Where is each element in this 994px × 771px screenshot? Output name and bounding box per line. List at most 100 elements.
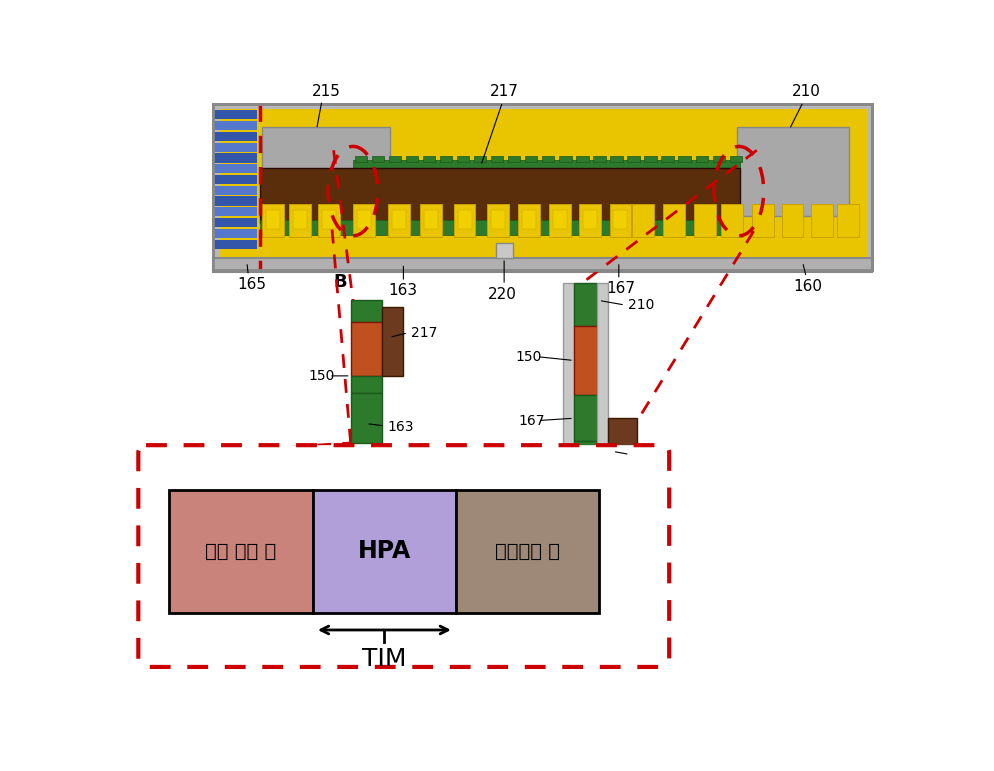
Text: 167: 167 (518, 413, 544, 428)
Bar (350, 301, 382, 322)
Bar (837, 204, 858, 237)
Bar (289, 204, 311, 237)
Bar (214, 164, 256, 173)
Bar (810, 204, 832, 237)
Bar (627, 156, 639, 162)
Bar (662, 204, 684, 237)
Bar (214, 153, 256, 163)
Bar (579, 204, 600, 237)
FancyBboxPatch shape (138, 445, 669, 667)
Bar (262, 127, 390, 216)
Bar (259, 168, 740, 224)
Text: 방열구조 면: 방열구조 면 (495, 542, 560, 561)
Text: B: B (333, 273, 346, 291)
Bar (574, 284, 596, 326)
Bar (693, 204, 715, 237)
Text: 160: 160 (792, 279, 822, 294)
Bar (266, 210, 280, 229)
Bar (576, 156, 588, 162)
Text: 210: 210 (791, 84, 820, 99)
Text: HPA: HPA (358, 540, 411, 564)
Text: 167: 167 (605, 281, 634, 296)
Bar (169, 490, 312, 613)
Bar (214, 218, 256, 227)
Text: 150: 150 (515, 349, 542, 364)
Bar (644, 156, 656, 162)
Text: 150: 150 (308, 369, 334, 383)
Bar (559, 156, 571, 162)
Bar (751, 204, 773, 237)
Bar (214, 121, 256, 130)
Text: 냉각 유체 면: 냉각 유체 면 (205, 542, 276, 561)
Bar (312, 490, 455, 613)
Bar (542, 156, 554, 162)
Bar (214, 175, 256, 184)
Bar (736, 127, 848, 216)
Text: TIM: TIM (362, 647, 407, 672)
Text: 215: 215 (311, 84, 340, 99)
Bar (406, 156, 417, 162)
Bar (353, 160, 740, 170)
Bar (781, 204, 802, 237)
Bar (712, 156, 725, 162)
Bar (596, 284, 607, 483)
Bar (214, 143, 256, 152)
Bar (609, 156, 622, 162)
Bar (487, 204, 508, 237)
Bar (592, 156, 605, 162)
Bar (262, 204, 283, 237)
Bar (508, 156, 520, 162)
Bar (522, 210, 536, 229)
Bar (318, 204, 340, 237)
Text: 210: 210 (627, 298, 654, 312)
Bar (490, 210, 504, 229)
Bar (214, 240, 256, 249)
Bar (695, 156, 708, 162)
Bar (473, 156, 486, 162)
Bar (457, 210, 471, 229)
Bar (322, 210, 336, 229)
Bar (214, 104, 872, 270)
Bar (729, 156, 742, 162)
Bar (490, 156, 503, 162)
Text: 217: 217 (411, 326, 437, 340)
Text: 217: 217 (489, 84, 518, 99)
Text: 165: 165 (238, 278, 266, 292)
Text: 163: 163 (388, 420, 414, 435)
Bar (382, 307, 403, 376)
Text: 220: 220 (631, 449, 658, 463)
Bar (496, 243, 513, 258)
Bar (420, 204, 441, 237)
Text: 220: 220 (488, 287, 517, 301)
Bar (423, 210, 437, 229)
Bar (214, 104, 872, 270)
Bar (631, 204, 653, 237)
Bar (582, 210, 596, 229)
Bar (661, 156, 673, 162)
Bar (678, 156, 690, 162)
Bar (721, 204, 743, 237)
Bar (371, 156, 384, 162)
Bar (214, 258, 872, 272)
Bar (574, 441, 596, 483)
Bar (549, 204, 571, 237)
Bar (612, 210, 627, 229)
Bar (518, 204, 539, 237)
Bar (574, 395, 596, 441)
Bar (388, 204, 410, 237)
Bar (259, 220, 740, 235)
Bar (214, 229, 256, 238)
Bar (455, 490, 598, 613)
Bar (439, 156, 451, 162)
Bar (350, 392, 382, 443)
Bar (353, 204, 375, 237)
Bar (525, 156, 537, 162)
Bar (574, 326, 596, 395)
Bar (553, 210, 567, 229)
Bar (609, 204, 630, 237)
Bar (214, 186, 256, 195)
Bar (422, 156, 434, 162)
Bar (214, 132, 256, 141)
Bar (453, 204, 475, 237)
Bar (357, 210, 371, 229)
